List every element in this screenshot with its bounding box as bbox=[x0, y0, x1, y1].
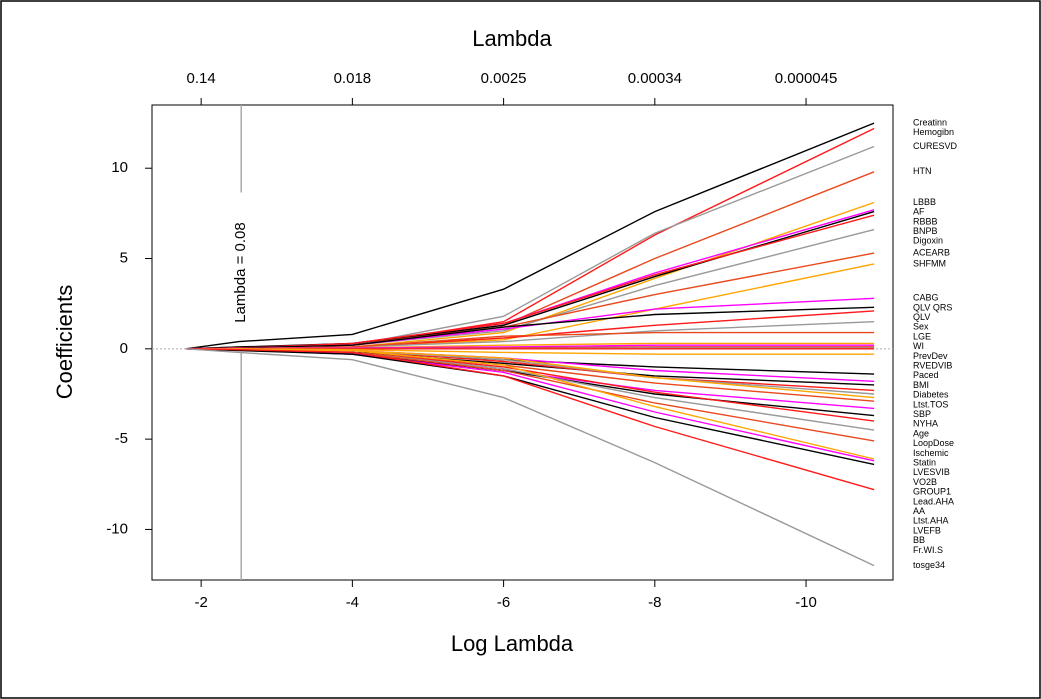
x-tick-label: -6 bbox=[497, 594, 510, 611]
x2-tick-label: 0.018 bbox=[334, 70, 372, 87]
series-line bbox=[185, 348, 875, 567]
legend-label: BMI bbox=[913, 380, 929, 390]
y-tick-label: -5 bbox=[115, 430, 128, 447]
legend-label: VO2B bbox=[913, 477, 937, 487]
legend-label: LGE bbox=[913, 331, 931, 341]
legend-label: Paced bbox=[913, 370, 939, 380]
legend-label: SHFMM bbox=[913, 258, 946, 268]
legend-label: HTN bbox=[913, 166, 932, 176]
x-axis-title: Log Lambda bbox=[451, 631, 574, 656]
legend-label: tosge34 bbox=[913, 560, 945, 570]
series-line bbox=[185, 348, 875, 491]
legend-label: GROUP1 bbox=[913, 487, 951, 497]
legend-label: ACEARB bbox=[913, 247, 950, 257]
x-tick-label: -10 bbox=[795, 594, 817, 611]
legend-label: LBBB bbox=[913, 197, 936, 207]
legend-label: NYHA bbox=[913, 419, 938, 429]
legend-label: PrevDev bbox=[913, 351, 948, 361]
legend-label: Hemogibn bbox=[913, 127, 954, 137]
series-line bbox=[185, 210, 875, 350]
y-tick-label: -10 bbox=[106, 520, 128, 537]
x2-tick-label: 0.14 bbox=[187, 70, 216, 87]
x-tick-label: -4 bbox=[346, 594, 359, 611]
legend-label: Statin bbox=[913, 458, 936, 468]
x2-tick-label: 0.000045 bbox=[775, 70, 838, 87]
legend-label: BNPB bbox=[913, 226, 938, 236]
y-axis-title: Coefficients bbox=[52, 285, 77, 400]
legend-label: LVESVIB bbox=[913, 467, 950, 477]
legend-label: Age bbox=[913, 428, 929, 438]
x-tick-label: -8 bbox=[648, 594, 661, 611]
chart-title: Lambda bbox=[472, 26, 552, 51]
legend-label: CABG bbox=[913, 293, 939, 303]
legend-label: AF bbox=[913, 207, 925, 217]
legend-label: RVEDVIB bbox=[913, 361, 952, 371]
legend-label: Fr.WI.S bbox=[913, 545, 943, 555]
legend-label: SBP bbox=[913, 409, 931, 419]
legend-label: Ltst.TOS bbox=[913, 399, 948, 409]
x-tick-label: -2 bbox=[194, 594, 207, 611]
legend-label: Sex bbox=[913, 322, 929, 332]
legend-label: Creatinn bbox=[913, 117, 947, 127]
legend-label: Diabetes bbox=[913, 390, 949, 400]
legend-label: Ischemic bbox=[913, 448, 949, 458]
y-tick-label: 5 bbox=[120, 249, 128, 266]
x2-tick-label: 0.0025 bbox=[481, 70, 527, 87]
legend-label: QLV QRS bbox=[913, 302, 952, 312]
series-line bbox=[185, 122, 875, 350]
legend-label: RBBB bbox=[913, 216, 938, 226]
series-line bbox=[185, 348, 875, 466]
y-tick-label: 10 bbox=[111, 159, 128, 176]
legend-label: Digoxin bbox=[913, 236, 943, 246]
legend-label: CURESVD bbox=[913, 141, 958, 151]
y-tick-label: 0 bbox=[120, 340, 128, 357]
legend-label: WI bbox=[913, 341, 924, 351]
legend-label: Ltst.AHA bbox=[913, 516, 949, 526]
legend-label: AA bbox=[913, 506, 925, 516]
legend-label: LVEFB bbox=[913, 525, 941, 535]
legend-label: LoopDose bbox=[913, 438, 954, 448]
x2-tick-label: 0.00034 bbox=[628, 70, 682, 87]
legend-label: Lead.AHA bbox=[913, 496, 954, 506]
annotation: Lambda = 0.08 bbox=[232, 222, 249, 323]
legend-label: QLV bbox=[913, 312, 930, 322]
legend-label: BB bbox=[913, 535, 925, 545]
